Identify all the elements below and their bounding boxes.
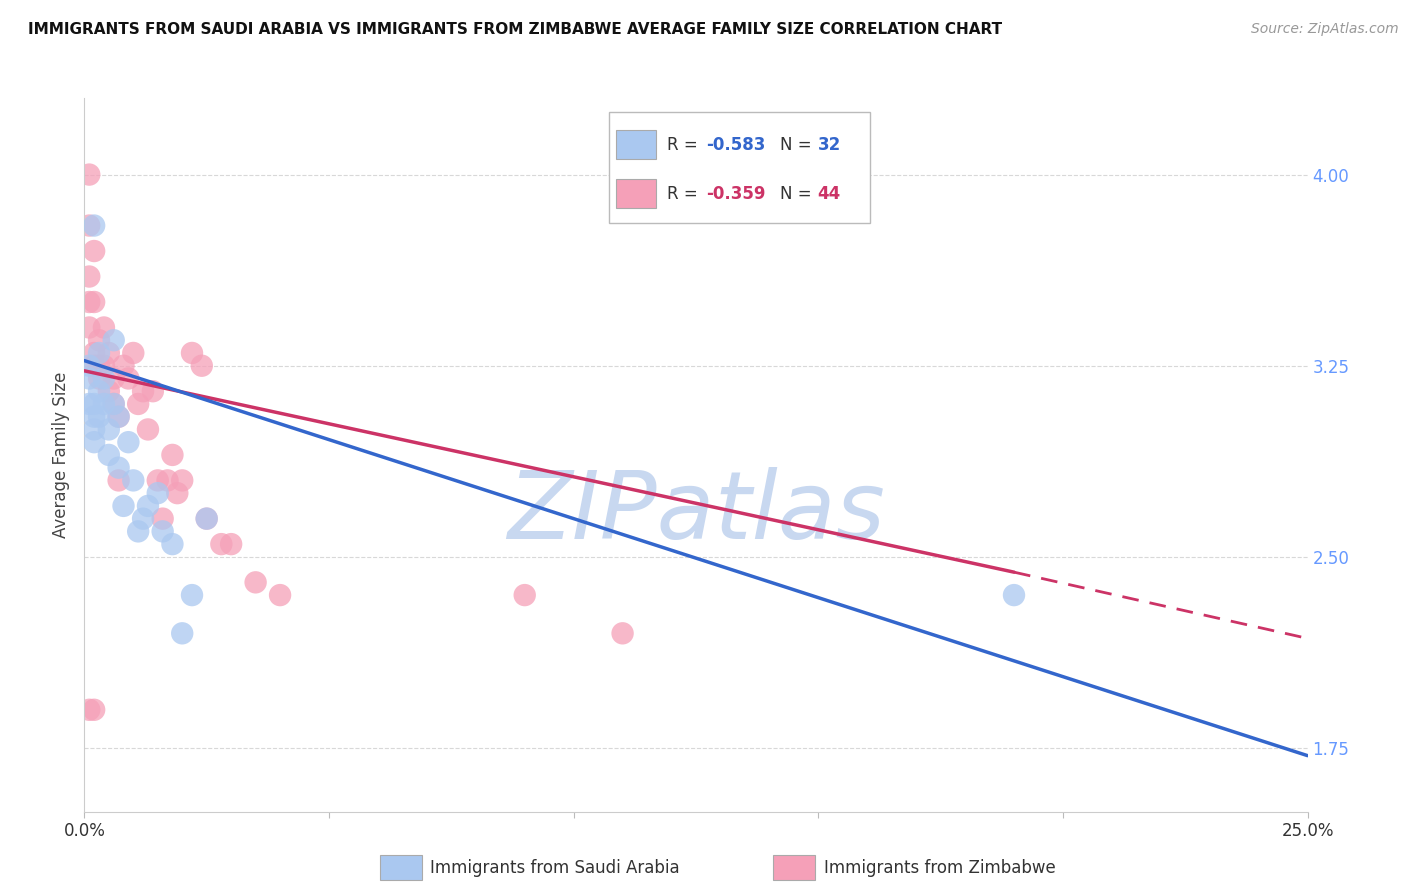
- Point: [107, 474, 129, 488]
- Point: [117, 435, 139, 450]
- Point: [83, 422, 105, 436]
- Point: [172, 474, 194, 488]
- Point: [83, 409, 105, 424]
- Point: [97, 384, 120, 399]
- Point: [136, 499, 159, 513]
- Point: [152, 511, 174, 525]
- Point: [103, 333, 125, 347]
- Point: [83, 435, 105, 450]
- Point: [77, 295, 100, 310]
- Text: -0.359: -0.359: [706, 185, 766, 202]
- Text: 44: 44: [817, 185, 841, 202]
- Point: [132, 384, 155, 399]
- Point: [191, 359, 214, 373]
- Point: [103, 397, 125, 411]
- Text: Source: ZipAtlas.com: Source: ZipAtlas.com: [1251, 22, 1399, 37]
- Point: [93, 397, 115, 411]
- Point: [162, 537, 184, 551]
- Point: [87, 333, 110, 347]
- Point: [87, 409, 110, 424]
- Point: [112, 359, 135, 373]
- Point: [77, 703, 100, 717]
- Point: [107, 409, 129, 424]
- Point: [107, 460, 129, 475]
- Point: [77, 320, 100, 334]
- Point: [83, 359, 105, 373]
- Point: [122, 474, 145, 488]
- Text: R =: R =: [666, 136, 703, 153]
- Point: [122, 346, 145, 360]
- Point: [93, 371, 115, 385]
- Point: [93, 320, 115, 334]
- Point: [83, 703, 105, 717]
- Text: N =: N =: [779, 136, 817, 153]
- Point: [83, 219, 105, 233]
- Point: [245, 575, 267, 590]
- Point: [83, 397, 105, 411]
- Point: [77, 269, 100, 284]
- Point: [87, 371, 110, 385]
- Point: [93, 359, 115, 373]
- Point: [83, 244, 105, 258]
- Point: [162, 448, 184, 462]
- Text: N =: N =: [779, 185, 817, 202]
- Point: [136, 422, 159, 436]
- Point: [209, 537, 232, 551]
- Point: [195, 511, 218, 525]
- Point: [146, 474, 169, 488]
- Text: Immigrants from Zimbabwe: Immigrants from Zimbabwe: [824, 859, 1056, 877]
- Point: [142, 384, 165, 399]
- Text: R =: R =: [666, 185, 703, 202]
- Point: [166, 486, 188, 500]
- Point: [97, 448, 120, 462]
- Point: [127, 524, 149, 539]
- Text: -0.583: -0.583: [706, 136, 766, 153]
- Point: [1002, 588, 1025, 602]
- Point: [97, 346, 120, 360]
- Point: [87, 346, 110, 360]
- Point: [87, 359, 110, 373]
- Point: [269, 588, 291, 602]
- Point: [83, 346, 105, 360]
- Point: [152, 524, 174, 539]
- Point: [103, 397, 125, 411]
- Point: [77, 168, 100, 182]
- Point: [513, 588, 536, 602]
- Point: [103, 371, 125, 385]
- Point: [87, 384, 110, 399]
- Point: [97, 422, 120, 436]
- Text: 32: 32: [817, 136, 841, 153]
- Text: Immigrants from Saudi Arabia: Immigrants from Saudi Arabia: [430, 859, 681, 877]
- Point: [112, 499, 135, 513]
- Text: ZIPatlas: ZIPatlas: [508, 467, 884, 558]
- Point: [172, 626, 194, 640]
- Point: [83, 295, 105, 310]
- Point: [612, 626, 634, 640]
- Point: [219, 537, 242, 551]
- Point: [77, 219, 100, 233]
- Y-axis label: Average Family Size: Average Family Size: [52, 372, 70, 538]
- Point: [77, 359, 100, 373]
- Point: [127, 397, 149, 411]
- Point: [195, 511, 218, 525]
- Point: [117, 371, 139, 385]
- Point: [156, 474, 179, 488]
- Point: [77, 371, 100, 385]
- Point: [77, 397, 100, 411]
- Point: [181, 588, 204, 602]
- Text: IMMIGRANTS FROM SAUDI ARABIA VS IMMIGRANTS FROM ZIMBABWE AVERAGE FAMILY SIZE COR: IMMIGRANTS FROM SAUDI ARABIA VS IMMIGRAN…: [28, 22, 1002, 37]
- Point: [181, 346, 204, 360]
- Point: [107, 409, 129, 424]
- Point: [146, 486, 169, 500]
- Point: [132, 511, 155, 525]
